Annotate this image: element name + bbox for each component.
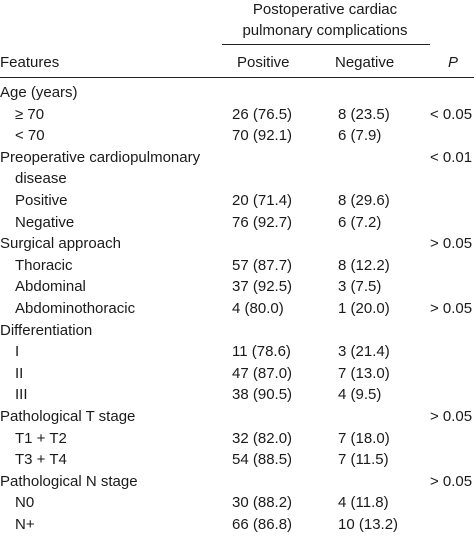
column-header-negative: Negative [335, 54, 395, 71]
row-label: disease [15, 170, 67, 187]
cell-negative: 8 (29.6) [338, 192, 390, 209]
cell-negative: 4 (9.5) [338, 386, 382, 403]
column-header-features: Features [0, 54, 60, 71]
header-rule [0, 77, 474, 78]
cell-negative: 3 (21.4) [338, 343, 390, 360]
cell-positive: 70 (92.1) [232, 127, 293, 144]
cell-positive: 11 (78.6) [232, 343, 291, 360]
cell-p: < 0.05 [430, 106, 473, 123]
row-label: I [15, 343, 20, 360]
cell-positive: 57 (87.7) [232, 257, 293, 274]
cell-negative: 8 (12.2) [338, 257, 390, 274]
row-label: Age (years) [0, 84, 78, 101]
row-label: N0 [15, 494, 35, 511]
cell-p: < 0.01 [430, 149, 473, 166]
cell-p: > 0.05 [430, 473, 473, 490]
row-label: Pathological T stage [0, 408, 136, 425]
row-label: Negative [15, 214, 75, 231]
cell-positive: 76 (92.7) [232, 214, 293, 231]
row-label: Abdominal [15, 278, 86, 295]
cell-negative: 7 (11.5) [338, 451, 389, 468]
cell-negative: 4 (11.8) [338, 494, 389, 511]
column-header-positive: Positive [237, 54, 290, 71]
row-label: T1 + T2 [15, 430, 67, 447]
cell-negative: 3 (7.5) [338, 278, 382, 295]
row-label: II [15, 365, 24, 382]
row-label: Preoperative cardiopulmonary [0, 149, 201, 166]
cell-negative: 8 (23.5) [338, 106, 390, 123]
cell-positive: 4 (80.0) [232, 300, 284, 317]
row-label: Differentiation [0, 322, 93, 339]
row-label: Positive [15, 192, 68, 209]
cell-positive: 66 (86.8) [232, 516, 293, 533]
cell-negative: 7 (13.0) [338, 365, 390, 382]
cell-negative: 10 (13.2) [338, 516, 399, 533]
cell-p: > 0.05 [430, 300, 473, 317]
row-label: Abdominothoracic [15, 300, 136, 317]
cell-positive: 37 (92.5) [232, 278, 293, 295]
group-header-line-2: pulmonary complications [242, 22, 408, 39]
row-label: Surgical approach [0, 235, 121, 252]
group-header-rule [222, 44, 430, 45]
row-label: < 70 [15, 127, 45, 144]
row-label: N+ [15, 516, 35, 533]
cell-positive: 26 (76.5) [232, 106, 293, 123]
row-label: ≥ 70 [15, 106, 45, 123]
cell-positive: 30 (88.2) [232, 494, 293, 511]
cell-p: > 0.05 [430, 408, 473, 425]
column-header-p: P [448, 54, 459, 71]
row-label: Thoracic [15, 257, 73, 274]
cell-positive: 54 (88.5) [232, 451, 293, 468]
cell-negative: 6 (7.2) [338, 214, 382, 231]
group-header-line-1: Postoperative cardiac [252, 1, 398, 18]
row-label: T3 + T4 [15, 451, 67, 468]
cell-positive: 32 (82.0) [232, 430, 293, 447]
cell-positive: 38 (90.5) [232, 386, 293, 403]
cell-p: > 0.05 [430, 235, 473, 252]
cell-negative: 1 (20.0) [338, 300, 390, 317]
cell-negative: 6 (7.9) [338, 127, 382, 144]
row-label: III [15, 386, 28, 403]
cell-positive: 47 (87.0) [232, 365, 293, 382]
cell-positive: 20 (71.4) [232, 192, 293, 209]
row-label: Pathological N stage [0, 473, 138, 490]
cell-negative: 7 (18.0) [338, 430, 390, 447]
